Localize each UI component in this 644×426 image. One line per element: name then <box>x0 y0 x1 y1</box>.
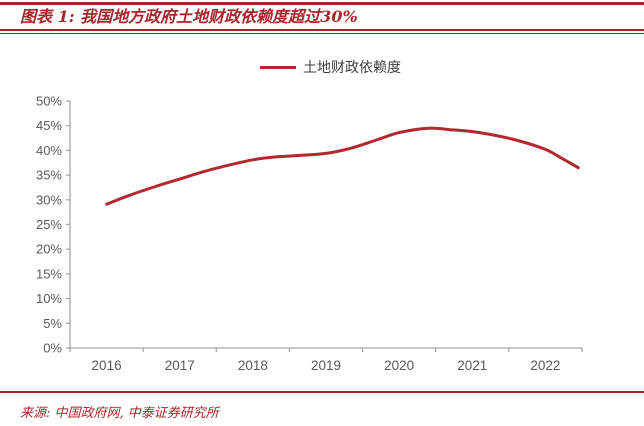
x-tick-label: 2019 <box>311 358 341 373</box>
y-tick-label: 25% <box>36 217 62 232</box>
chart-legend: 土地财政依赖度 <box>260 58 401 76</box>
source-note: 来源: 中国政府网, 中泰证券研究所 <box>20 406 219 421</box>
y-tick-label: 40% <box>36 143 62 158</box>
y-tick-label: 10% <box>36 291 62 306</box>
x-tick-label: 2022 <box>530 358 560 373</box>
legend-label: 土地财政依赖度 <box>303 59 401 75</box>
y-tick-label: 45% <box>36 118 62 133</box>
bottom-rule <box>0 391 644 393</box>
y-tick-label: 5% <box>43 316 62 331</box>
x-tick-label: 2021 <box>457 358 487 373</box>
x-tick-label: 2018 <box>238 358 268 373</box>
y-tick-label: 30% <box>36 192 62 207</box>
x-tick-label: 2017 <box>165 358 195 373</box>
y-tick-label: 35% <box>36 168 62 183</box>
y-tick-label: 15% <box>36 266 62 281</box>
series-line-land-finance <box>105 126 580 206</box>
title-underline-thick <box>0 29 644 31</box>
y-tick-label: 50% <box>36 94 62 109</box>
x-tick-label: 2016 <box>92 358 122 373</box>
y-tick-label: 0% <box>43 341 62 356</box>
title-underline-thin <box>0 33 644 34</box>
chart-title: 图表 1: 我国地方政府土地财政依赖度超过30% <box>20 7 358 26</box>
legend-line-swatch <box>260 65 296 69</box>
x-tick-label: 2020 <box>384 358 414 373</box>
top-rule <box>0 2 644 5</box>
y-tick-label: 20% <box>36 242 62 257</box>
